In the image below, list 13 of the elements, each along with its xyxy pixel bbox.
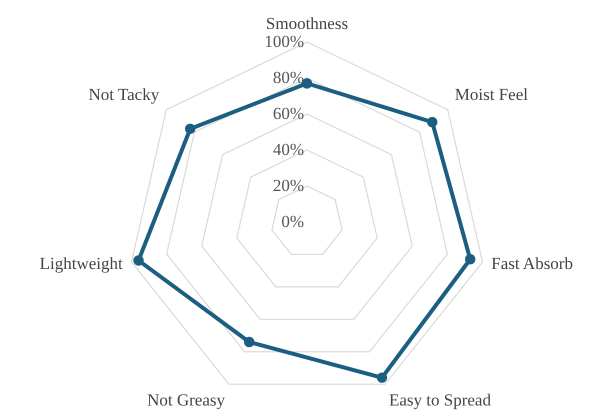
- y-tick-label: 80%: [272, 68, 304, 87]
- spoke-label: Smoothness: [266, 14, 348, 33]
- spoke-label: Fast Absorb: [491, 254, 573, 274]
- y-tick-label: 100%: [264, 32, 304, 51]
- spoke-label: Lightweight: [40, 254, 124, 274]
- y-tick-label: 20%: [272, 176, 304, 195]
- spoke-label: Not Tacky: [88, 85, 160, 104]
- y-tick-label: 40%: [272, 140, 304, 159]
- spoke-label: Moist Feel: [454, 85, 528, 104]
- spoke-label: Easy to Spread: [389, 390, 492, 410]
- y-tick-label: 0%: [281, 212, 304, 231]
- y-tick-label: 60%: [272, 104, 304, 123]
- spoke-label: Not Greasy: [147, 390, 226, 410]
